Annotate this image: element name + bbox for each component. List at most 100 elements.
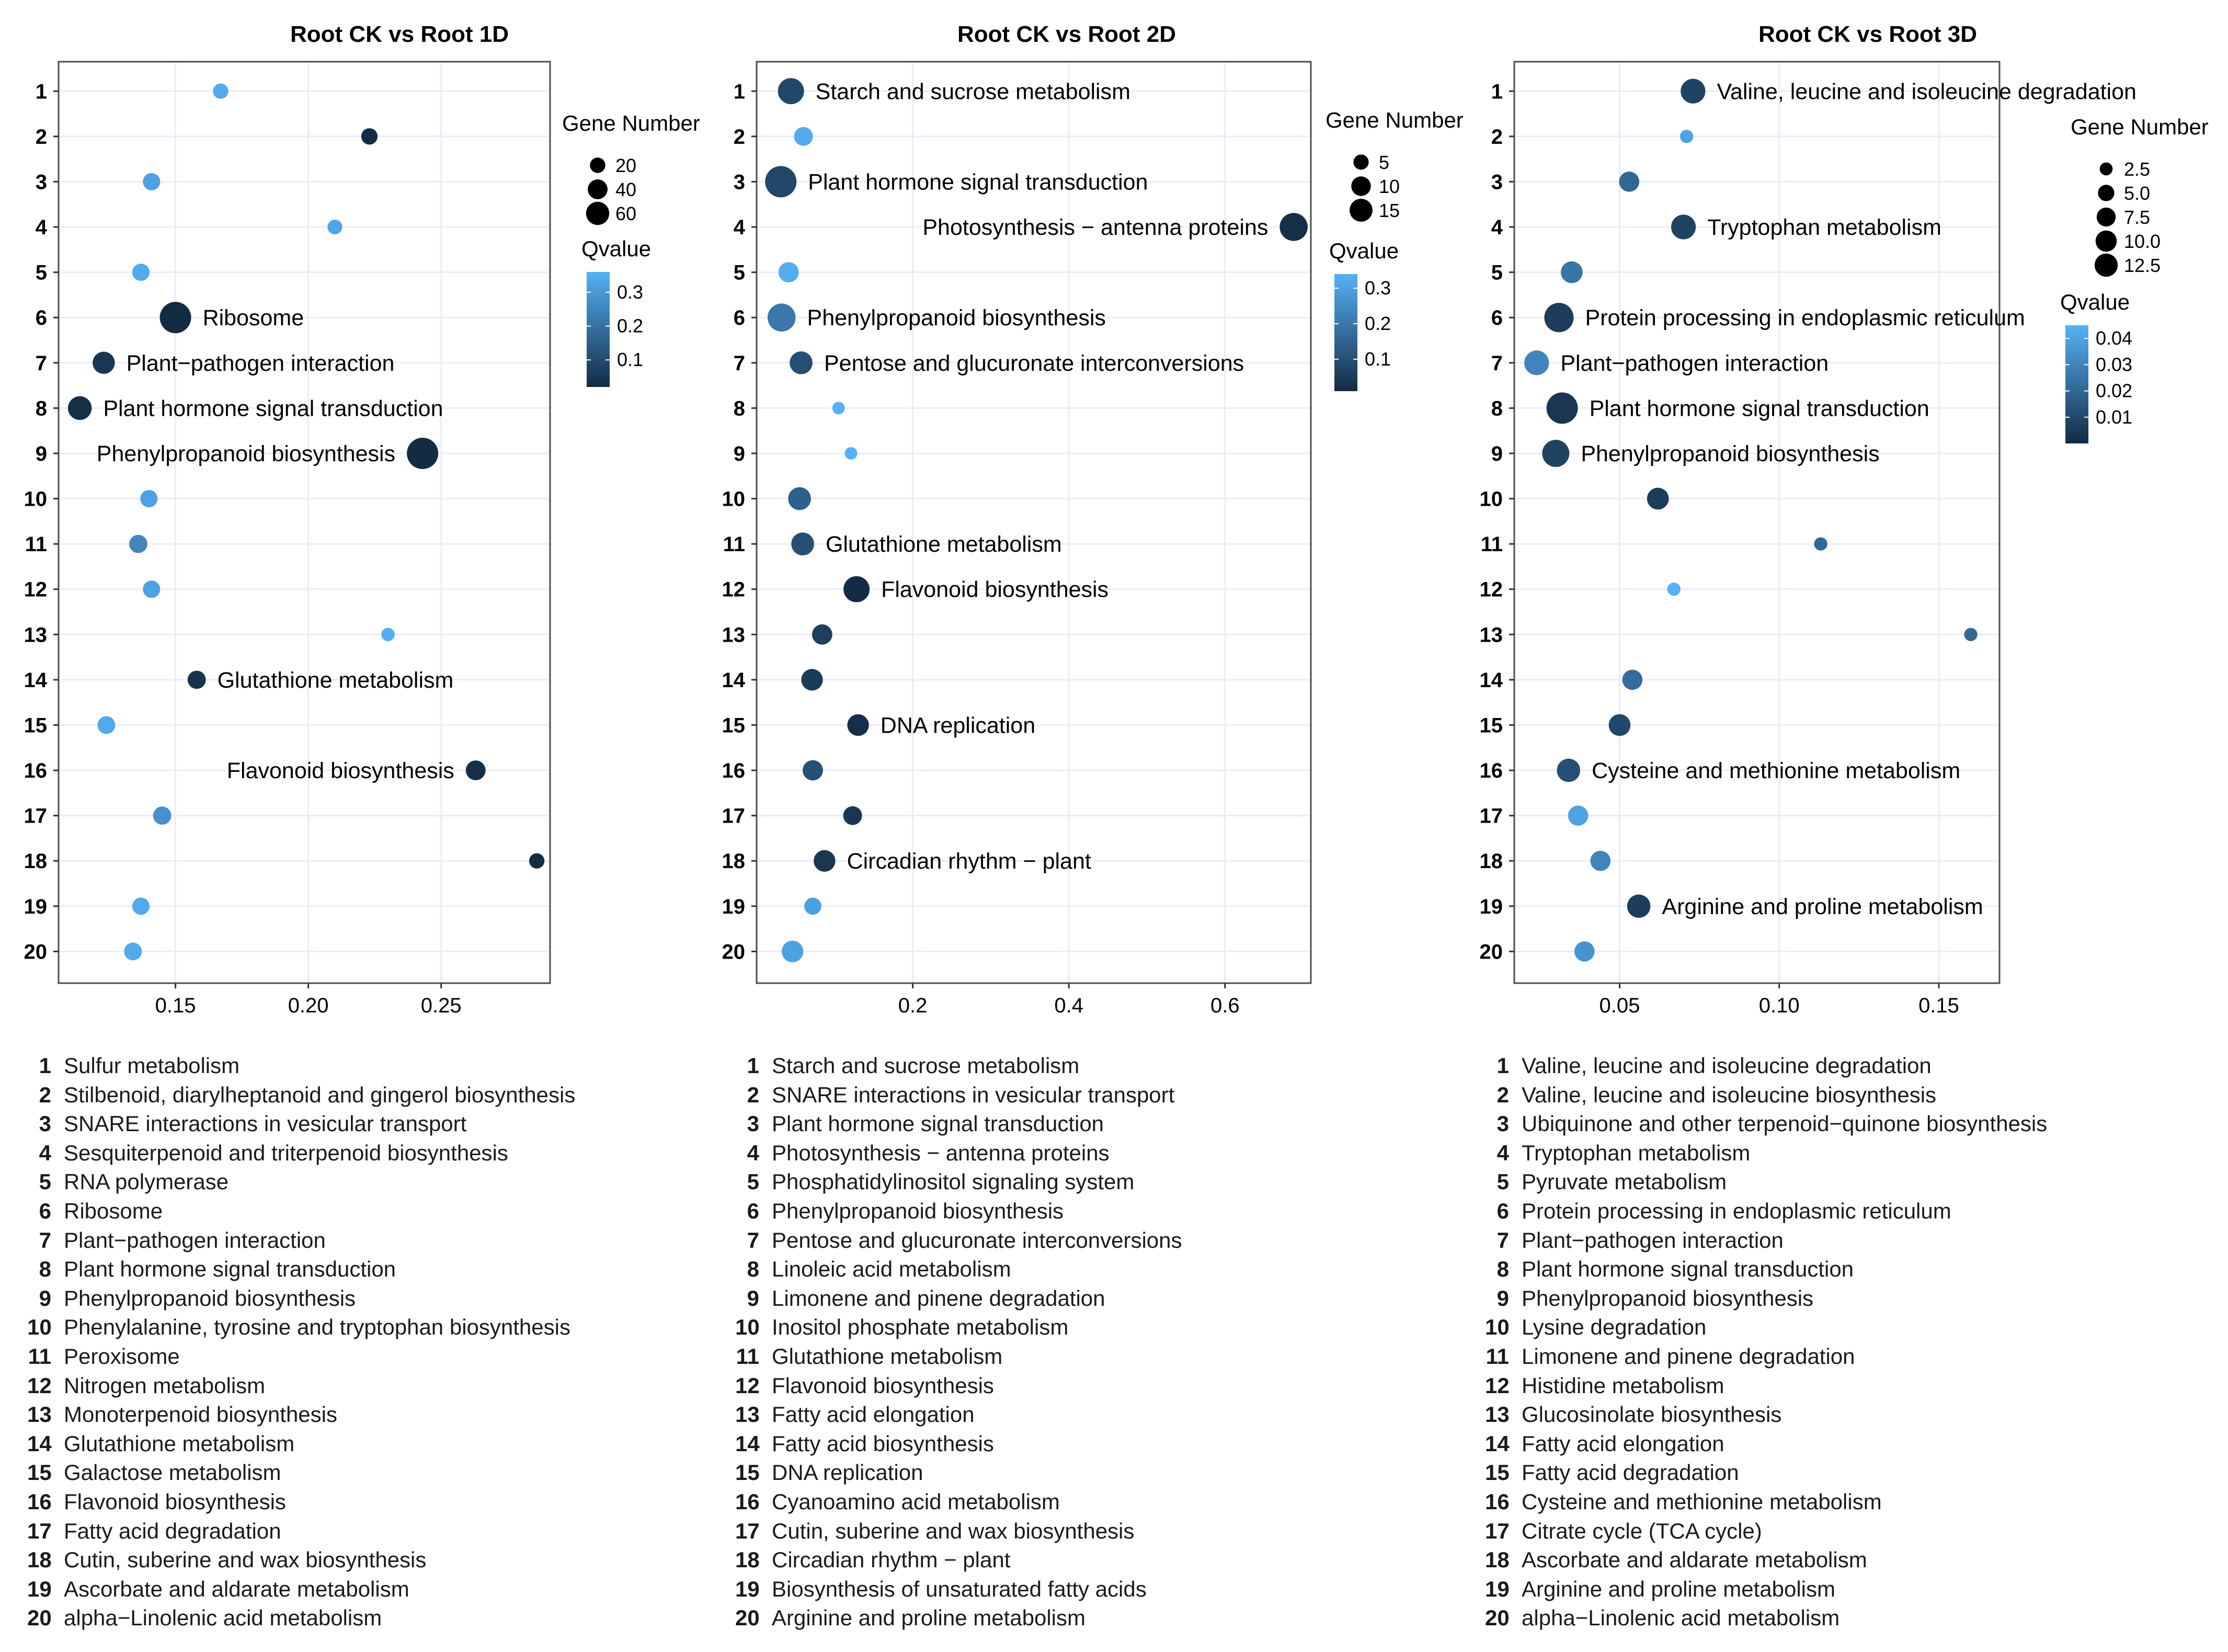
pathway-number: 5 — [747, 1169, 759, 1194]
pathway-list-item: 6 Ribosome — [27, 1197, 575, 1226]
pathway-name: Fatty acid elongation — [772, 1402, 975, 1427]
pathway-list-item: 1 Sulfur metabolism — [27, 1051, 575, 1080]
color-legend-label: 0.2 — [617, 315, 643, 337]
pathway-number: 12 — [27, 1373, 52, 1398]
pathway-number: 14 — [27, 1431, 52, 1456]
size-legend-dot — [590, 157, 605, 173]
pathway-number: 6 — [39, 1198, 51, 1223]
pathway-list-item: 15 DNA replication — [735, 1458, 1182, 1487]
pathway-name: Photosynthesis − antenna proteins — [772, 1140, 1110, 1165]
data-point — [143, 580, 161, 598]
pathway-name: Plant hormone signal transduction — [64, 1257, 396, 1282]
pathway-name: Flavonoid biosynthesis — [64, 1489, 286, 1514]
point-label: Tryptophan metabolism — [1707, 215, 1941, 240]
y-tick-label: 6 — [734, 306, 745, 329]
data-point — [132, 264, 150, 281]
y-tick-label: 3 — [36, 170, 47, 193]
pathway-name: Fatty acid degradation — [1522, 1460, 1739, 1485]
pathway-name: Protein processing in endoplasmic reticu… — [1522, 1198, 1951, 1223]
pathway-number: 20 — [27, 1605, 52, 1631]
data-point — [124, 942, 142, 961]
pathway-number: 7 — [747, 1227, 759, 1252]
data-point — [132, 897, 150, 915]
data-point — [788, 487, 811, 510]
pathway-name: Phosphatidylinositol signaling system — [772, 1169, 1135, 1194]
size-legend-label: 10.0 — [2124, 231, 2161, 252]
pathway-list-item: 11 Peroxisome — [27, 1342, 575, 1371]
plot-area — [1514, 62, 2000, 983]
point-label: Plant−pathogen interaction — [127, 351, 395, 376]
y-tick-label: 20 — [722, 940, 746, 963]
pathway-list-item: 13 Glucosinolate biosynthesis — [1485, 1400, 2047, 1429]
pathway-list-item: 13 Fatty acid elongation — [735, 1400, 1182, 1429]
pathway-name: alpha−Linolenic acid metabolism — [64, 1605, 382, 1631]
pathway-number: 7 — [1496, 1227, 1509, 1252]
color-legend-title: Qvalue — [1329, 238, 1399, 263]
pathway-list-item: 5 Pyruvate metabolism — [1485, 1167, 2047, 1197]
y-tick-label: 1 — [1491, 80, 1503, 103]
pathway-number: 6 — [1496, 1198, 1509, 1223]
y-tick-label: 15 — [24, 714, 48, 737]
pathway-name: Plant−pathogen interaction — [1522, 1227, 1784, 1252]
y-tick-label: 19 — [24, 895, 48, 918]
pathway-list-item: 7 Plant−pathogen interaction — [1485, 1226, 2047, 1255]
pathway-number: 4 — [1496, 1140, 1509, 1165]
pathway-number: 19 — [735, 1576, 760, 1601]
pathway-list-item: 17 Cutin, suberine and wax biosynthesis — [735, 1517, 1182, 1546]
pathway-name: Valine, leucine and isoleucine biosynthe… — [1522, 1082, 1937, 1107]
data-point — [1557, 758, 1581, 782]
pathway-number: 20 — [1485, 1605, 1510, 1631]
y-tick-label: 8 — [36, 397, 47, 420]
size-legend-label: 10 — [1379, 176, 1400, 197]
pathway-name: SNARE interactions in vesicular transpor… — [772, 1082, 1175, 1107]
pathway-list-item: 19 Ascorbate and aldarate metabolism — [27, 1575, 575, 1604]
size-legend-dot — [2095, 230, 2117, 252]
point-label: Pentose and glucuronate interconversions — [824, 351, 1244, 376]
data-point — [93, 351, 115, 374]
pathway-number: 2 — [1496, 1082, 1509, 1107]
pathway-name: Stilbenoid, diarylheptanoid and gingerol… — [64, 1082, 576, 1107]
pathway-name: Arginine and proline metabolism — [1522, 1576, 1835, 1601]
color-legend-label: 0.3 — [617, 281, 643, 303]
pathway-name: Arginine and proline metabolism — [772, 1605, 1086, 1631]
data-point — [1279, 213, 1308, 241]
data-point — [791, 532, 814, 556]
pathway-name: Phenylpropanoid biosynthesis — [1522, 1285, 1814, 1311]
pathway-list-item: 9 Phenylpropanoid biosynthesis — [1485, 1284, 2047, 1313]
data-point — [529, 853, 545, 869]
pathway-name: RNA polymerase — [64, 1169, 229, 1194]
pathway-number: 5 — [39, 1169, 51, 1194]
pathway-list-2d: 1 Starch and sucrose metabolism 2 SNARE int… — [735, 1051, 1182, 1633]
pathway-number: 13 — [27, 1402, 52, 1427]
pathway-name: Pentose and glucuronate interconversions — [772, 1227, 1182, 1252]
pathway-list-item: 9 Phenylpropanoid biosynthesis — [27, 1284, 575, 1313]
size-legend-dot — [2096, 207, 2116, 227]
x-tick-label: 0.20 — [288, 994, 329, 1017]
pathway-number: 3 — [1496, 1111, 1509, 1136]
pathway-list-item: 18 Cutin, suberine and wax biosynthesis — [27, 1545, 575, 1575]
x-tick-label: 0.6 — [1210, 994, 1240, 1017]
pathway-list-item: 3 Ubiquinone and other terpenoid−quinone … — [1485, 1109, 2048, 1138]
y-tick-label: 6 — [36, 306, 47, 329]
pathway-list-item: 14 Glutathione metabolism — [27, 1429, 575, 1459]
pathway-number: 15 — [1485, 1460, 1510, 1485]
pathway-list-item: 14 Fatty acid biosynthesis — [735, 1429, 1182, 1459]
panel-2: Root CK vs Root 2D1234567891011121314151… — [722, 21, 1464, 1017]
pathway-name: SNARE interactions in vesicular transpor… — [64, 1111, 467, 1136]
color-legend-label: 0.1 — [1365, 348, 1391, 370]
y-tick-label: 10 — [722, 488, 746, 511]
pathway-name: Inositol phosphate metabolism — [772, 1315, 1069, 1340]
pathway-name: Galactose metabolism — [64, 1460, 281, 1485]
size-legend-label: 60 — [615, 203, 636, 224]
color-legend-label: 0.04 — [2096, 327, 2132, 349]
data-point — [1627, 894, 1651, 918]
data-point — [67, 396, 92, 420]
pathway-name: Ascorbate and aldarate metabolism — [64, 1576, 409, 1601]
plot-area — [757, 62, 1311, 983]
data-point — [844, 447, 858, 460]
size-legend-label: 40 — [615, 179, 636, 200]
y-tick-label: 10 — [24, 488, 48, 511]
pathway-list-item: 12 Histidine metabolism — [1485, 1371, 2047, 1400]
plot-area — [59, 62, 550, 983]
size-legend-title: Gene Number — [1326, 108, 1464, 132]
